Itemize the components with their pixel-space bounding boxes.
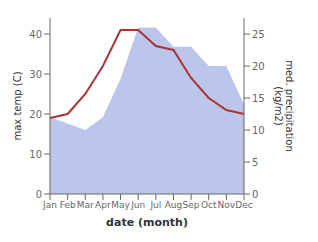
svg-text:Dec: Dec: [235, 200, 252, 210]
svg-text:0: 0: [252, 189, 258, 200]
svg-text:Oct: Oct: [201, 200, 217, 210]
svg-text:Jun: Jun: [130, 200, 145, 210]
svg-text:25: 25: [252, 29, 265, 40]
svg-text:15: 15: [252, 93, 265, 104]
svg-text:Jan: Jan: [42, 200, 57, 210]
svg-text:10: 10: [29, 149, 42, 160]
svg-text:Nov: Nov: [218, 200, 236, 210]
svg-text:5: 5: [252, 157, 258, 168]
svg-text:Jul: Jul: [149, 200, 161, 210]
svg-text:med. precipitation(kg/m2): med. precipitation(kg/m2): [273, 60, 295, 152]
svg-text:max temp (C): max temp (C): [12, 71, 23, 140]
svg-text:Apr: Apr: [95, 200, 111, 210]
svg-text:May: May: [111, 200, 130, 210]
svg-text:Mar: Mar: [77, 200, 94, 210]
svg-text:20: 20: [29, 109, 42, 120]
svg-text:20: 20: [252, 61, 265, 72]
svg-text:10: 10: [252, 125, 265, 136]
svg-text:Aug: Aug: [165, 200, 183, 210]
svg-text:0: 0: [36, 189, 42, 200]
svg-text:30: 30: [29, 69, 42, 80]
svg-text:date (month): date (month): [106, 216, 188, 229]
svg-text:Sep: Sep: [183, 200, 200, 210]
svg-text:40: 40: [29, 29, 42, 40]
svg-text:Feb: Feb: [60, 200, 76, 210]
